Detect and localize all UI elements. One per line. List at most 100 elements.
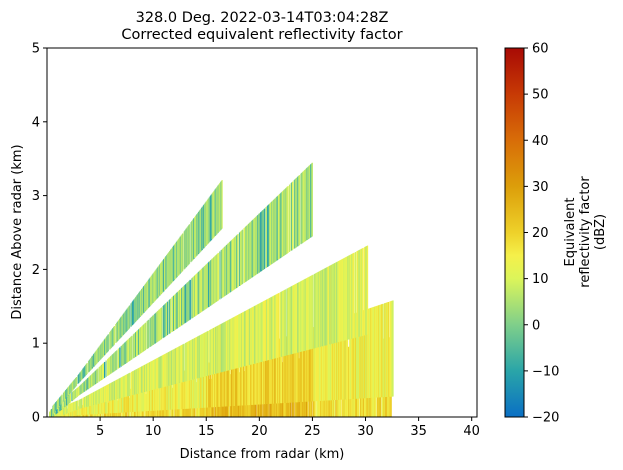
gate	[198, 271, 200, 314]
gate	[266, 205, 269, 267]
gate	[146, 383, 148, 412]
gate	[387, 301, 390, 397]
gate	[143, 384, 145, 412]
gate	[358, 311, 360, 399]
gate	[158, 357, 160, 389]
gate	[271, 201, 273, 264]
gate	[115, 351, 117, 371]
gate	[245, 350, 247, 406]
gate	[280, 291, 282, 357]
gate	[265, 299, 267, 361]
gate	[67, 395, 69, 405]
gate	[265, 343, 268, 405]
gate	[109, 332, 111, 350]
gate	[150, 316, 153, 346]
gate	[207, 263, 209, 308]
gate	[244, 311, 246, 367]
gate	[191, 221, 193, 262]
gate	[301, 280, 303, 352]
gate	[253, 347, 255, 405]
gate	[316, 272, 318, 348]
gate	[218, 325, 220, 373]
gate	[355, 312, 357, 399]
gate	[112, 327, 115, 346]
gate	[133, 370, 135, 395]
gate	[350, 254, 352, 339]
gate	[255, 346, 258, 405]
gate	[249, 222, 251, 279]
gate	[52, 405, 54, 415]
gate	[71, 402, 73, 412]
gate	[84, 404, 86, 415]
gate	[287, 288, 289, 356]
colorbar-tick-label: 10	[532, 272, 549, 287]
gate	[209, 330, 211, 376]
gate	[130, 303, 132, 327]
gate	[102, 398, 104, 414]
gate	[385, 302, 387, 397]
gate	[314, 273, 316, 349]
gate	[209, 329, 212, 376]
sweep-2	[49, 245, 369, 417]
gate	[86, 403, 88, 415]
gate	[266, 206, 268, 268]
gate	[274, 340, 276, 404]
gate	[352, 313, 355, 399]
gate	[301, 172, 303, 244]
gate	[331, 320, 334, 401]
gate	[105, 397, 108, 414]
gate	[171, 375, 173, 410]
gate	[332, 263, 335, 344]
gate	[255, 216, 257, 275]
gate	[93, 401, 95, 415]
gate	[211, 361, 213, 408]
gate	[153, 272, 155, 303]
gate	[191, 368, 193, 409]
gate	[88, 394, 90, 407]
gate	[282, 190, 285, 257]
gate	[169, 351, 171, 386]
gate	[259, 302, 262, 363]
gate	[221, 358, 223, 407]
gate	[95, 400, 97, 415]
gate	[248, 223, 250, 280]
gate	[75, 406, 77, 416]
gate	[150, 317, 152, 347]
gate	[83, 404, 86, 415]
gate	[365, 309, 368, 399]
gate	[55, 401, 57, 411]
gate	[118, 348, 120, 369]
gate	[285, 187, 288, 254]
gate	[197, 336, 199, 379]
gate	[260, 344, 262, 405]
gate	[131, 301, 134, 326]
x-tick-label: 25	[304, 424, 321, 439]
gate	[327, 322, 330, 401]
gate	[167, 376, 169, 410]
gate	[209, 362, 212, 408]
gate	[357, 250, 359, 338]
gate	[199, 365, 201, 408]
gate	[262, 301, 265, 362]
gate	[102, 398, 105, 414]
sweep-1	[49, 300, 394, 417]
gate	[156, 267, 159, 299]
gate	[98, 346, 100, 362]
gate	[79, 385, 81, 395]
gate	[119, 317, 122, 339]
gate	[303, 170, 305, 243]
gate	[201, 364, 203, 408]
gate	[276, 196, 279, 261]
gate	[240, 313, 242, 368]
gate	[309, 328, 312, 402]
gate	[320, 324, 322, 401]
gate	[232, 238, 235, 291]
gate	[82, 382, 85, 393]
gate	[200, 334, 203, 378]
gate	[205, 363, 207, 408]
gate	[229, 355, 231, 407]
gate	[153, 271, 156, 302]
gate	[147, 279, 150, 308]
gate	[300, 331, 302, 402]
gate	[218, 359, 220, 407]
